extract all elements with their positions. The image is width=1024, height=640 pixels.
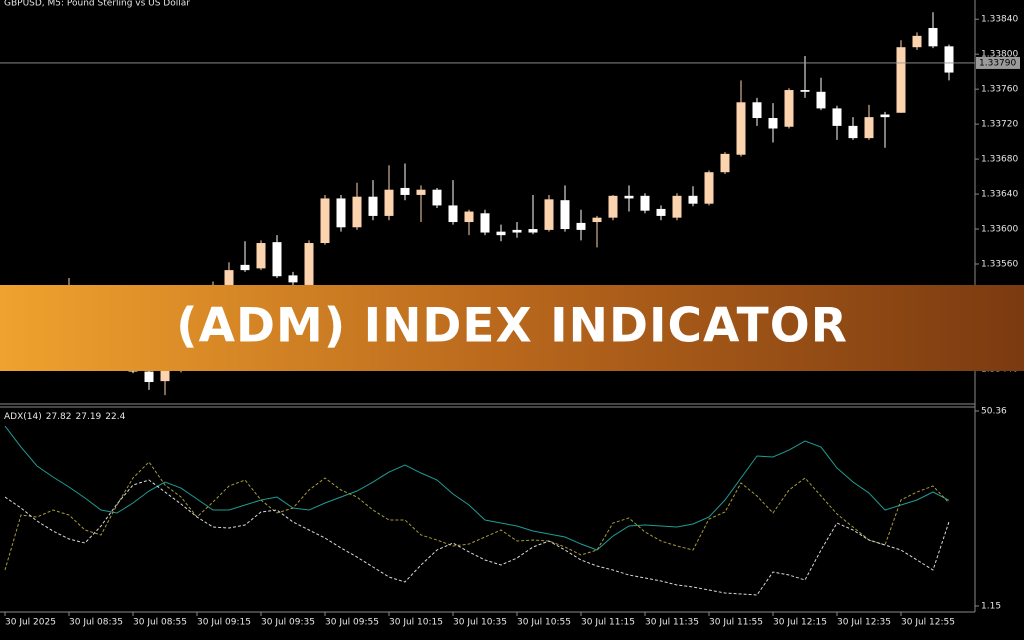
candle-body (464, 211, 474, 223)
candle-body (848, 125, 858, 139)
candle-body (800, 90, 810, 92)
candle-body (368, 196, 378, 216)
candle-body (864, 117, 874, 139)
current-price-box (976, 56, 1020, 69)
candle-body (496, 231, 506, 236)
candle-body (832, 108, 842, 126)
candle-body (912, 35, 922, 48)
y-tick-label: 1.33720 (981, 120, 1018, 130)
candle-body (752, 102, 762, 119)
x-tick-label: 30 Jul 12:15 (773, 618, 827, 628)
chart-title: GBPUSD, M5: Pound Sterling vs US Dollar (4, 0, 190, 9)
candle-body (432, 189, 442, 206)
candle-body (784, 90, 794, 127)
y-tick-label: 1.15 (981, 602, 1001, 612)
x-tick-label: 30 Jul 11:35 (645, 618, 699, 628)
candle-body (304, 243, 314, 285)
candle-body (240, 264, 250, 271)
candle-body (256, 243, 266, 269)
candle-body (544, 199, 554, 230)
candle-body (576, 222, 586, 230)
indicator-value: 22.4 (105, 412, 125, 422)
candle-body (880, 114, 890, 118)
x-tick-label: 30 Jul 12:55 (901, 618, 955, 628)
candle-body (896, 47, 906, 113)
plot-area: 1.334401.334801.335201.335601.336001.336… (0, 12, 1020, 628)
current-price-label: 1.33790 (979, 58, 1016, 68)
x-tick-label: 30 Jul 09:35 (261, 618, 315, 628)
banner-title: (ADM) INDEX INDICATOR (176, 299, 848, 354)
x-tick-label: 30 Jul 10:55 (517, 618, 571, 628)
x-tick-label: 30 Jul 12:35 (837, 618, 891, 628)
candle-body (672, 195, 682, 218)
candle-body (928, 27, 938, 47)
indicator-line (4, 425, 950, 551)
indicator-header: ADX(14) 27.82 27.19 22.4 (4, 412, 126, 422)
candle-body (656, 208, 666, 216)
candle-body (160, 369, 170, 382)
candle-body (288, 275, 298, 283)
indicator-line (4, 479, 950, 596)
indicator-title: ADX(14) (4, 412, 42, 422)
candle-body (592, 217, 602, 223)
candle-body (320, 198, 330, 244)
y-tick-label: 1.33640 (981, 190, 1018, 200)
x-tick-label: 30 Jul 2025 (5, 618, 56, 628)
banner-background (0, 285, 1024, 371)
x-tick-label: 30 Jul 11:55 (709, 618, 763, 628)
candle-body (816, 91, 826, 109)
candle-body (560, 200, 570, 230)
x-tick-label: 30 Jul 08:35 (69, 618, 123, 628)
candle-body (400, 187, 410, 195)
candle-body (704, 172, 714, 204)
candle-body (688, 195, 698, 204)
banner: (ADM) INDEX INDICATOR (0, 285, 1024, 371)
indicator-value: 27.19 (76, 412, 102, 422)
indicator-value: 27.82 (46, 412, 72, 422)
y-tick-label: 1.33680 (981, 155, 1018, 165)
candle-body (768, 118, 778, 129)
x-tick-label: 30 Jul 09:55 (325, 618, 379, 628)
candle-body (144, 371, 154, 383)
candle-body (720, 153, 730, 173)
x-tick-label: 30 Jul 10:35 (453, 618, 507, 628)
indicator-line (4, 461, 950, 571)
candle-body (624, 195, 634, 199)
x-tick-label: 30 Jul 09:15 (197, 618, 251, 628)
candle-body (416, 189, 426, 195)
candle-body (944, 46, 954, 73)
y-tick-label: 1.33800 (981, 50, 1018, 60)
x-tick-label: 30 Jul 10:15 (389, 618, 443, 628)
y-tick-label: 1.33840 (981, 15, 1018, 25)
candle-body (352, 196, 362, 228)
y-tick-label: 1.33600 (981, 225, 1018, 235)
candle-body (336, 198, 346, 228)
x-tick-label: 30 Jul 08:55 (133, 618, 187, 628)
candle-body (448, 205, 458, 223)
y-tick-label: 50.36 (981, 407, 1007, 417)
candle-body (608, 195, 618, 218)
candle-body (272, 242, 282, 277)
candle-body (528, 229, 538, 233)
x-tick-label: 30 Jul 11:15 (581, 618, 635, 628)
y-tick-label: 1.33760 (981, 85, 1018, 95)
y-tick-label: 1.33560 (981, 260, 1018, 270)
candle-body (480, 213, 490, 233)
candle-body (512, 229, 522, 233)
candle-body (384, 189, 394, 216)
candle-body (224, 270, 234, 285)
candle-body (640, 195, 650, 211)
candle-body (736, 102, 746, 155)
